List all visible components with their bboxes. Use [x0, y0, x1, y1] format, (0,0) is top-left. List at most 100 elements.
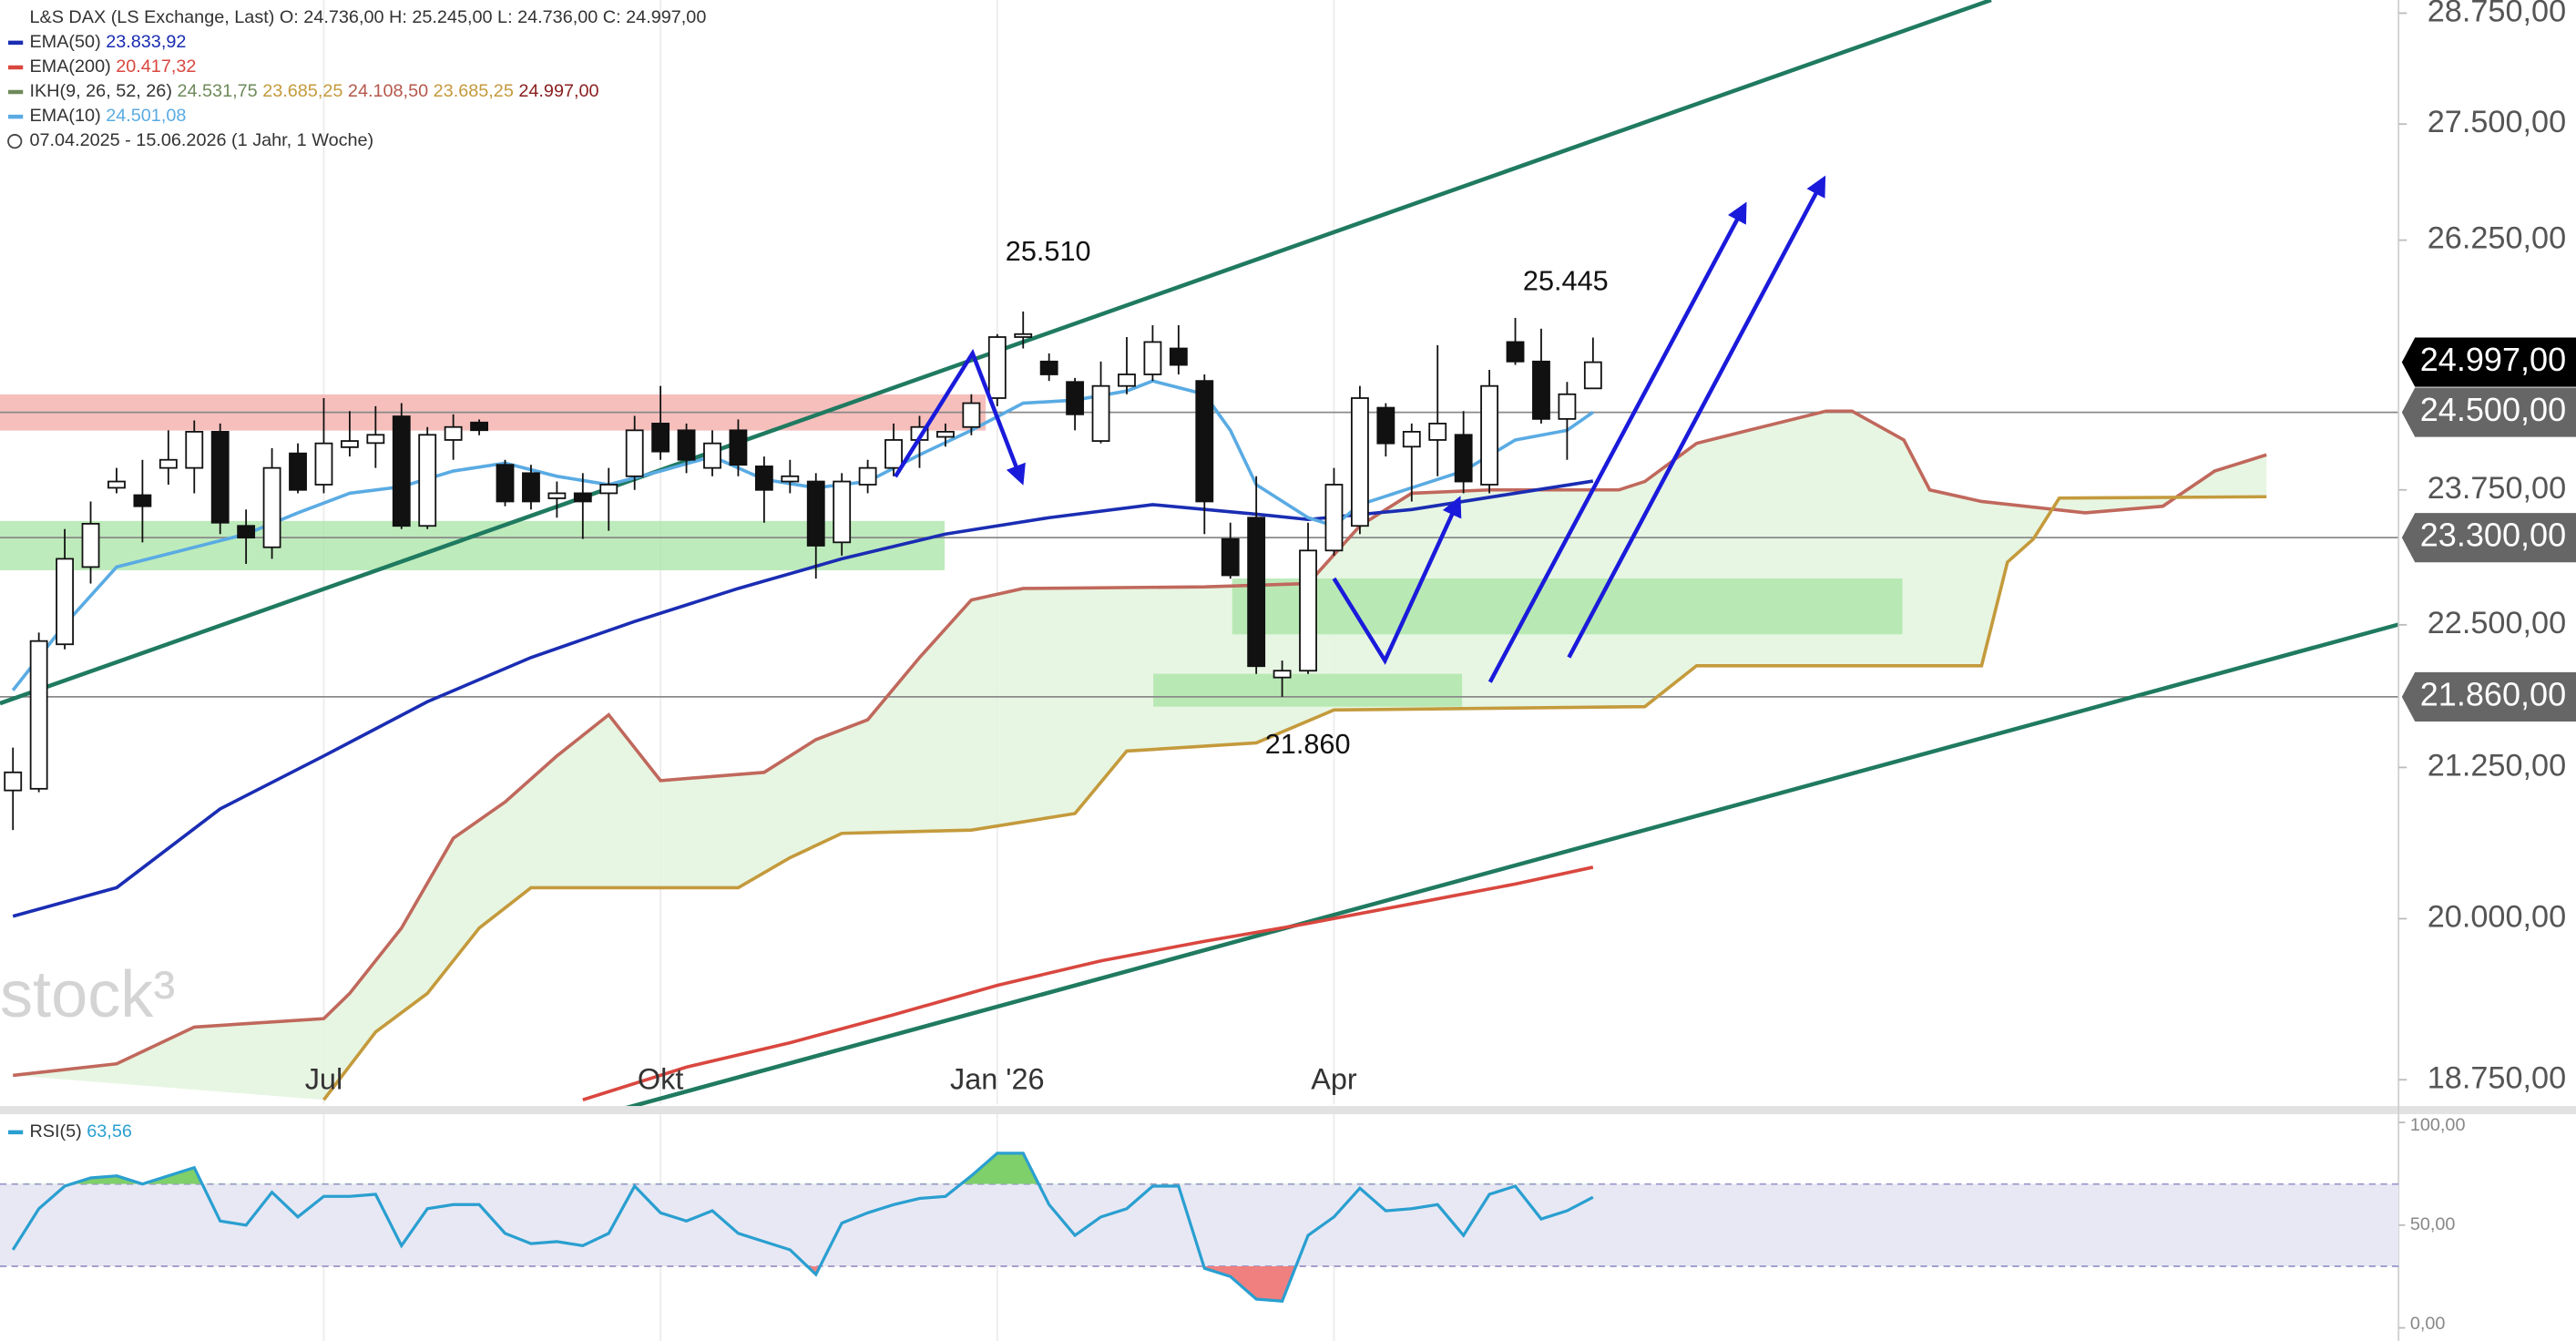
legend-title: L&S DAX (LS Exchange, Last) O: 24.736,00…	[29, 7, 706, 27]
y-tick-label: 26.250,00	[2428, 221, 2566, 256]
legend-entry: IKH(9, 26, 52, 26) 24.531,75 23.685,25 2…	[29, 81, 598, 101]
price-marker	[2401, 337, 2576, 387]
candle-body	[599, 484, 618, 495]
channel-lower	[620, 622, 2399, 1111]
y-tick-label: 23.750,00	[2428, 471, 2566, 506]
candle-body	[1428, 423, 1447, 441]
legend-entry: RSI(5) 63,56	[29, 1121, 131, 1141]
y-tick-label: 18.750,00	[2428, 1060, 2566, 1095]
legend-value: 24.501,08	[106, 106, 186, 126]
legend-name: EMA(10)	[29, 106, 100, 126]
candle-body	[366, 434, 385, 445]
legend-name: EMA(200)	[29, 56, 110, 77]
candle-body	[987, 336, 1007, 399]
candle-body	[1014, 333, 1033, 338]
panel-separator	[0, 1106, 2576, 1115]
candle-body	[1195, 380, 1214, 503]
overbought-fill	[13, 1152, 1593, 1184]
legend-entry: EMA(200) 20.417,32	[29, 56, 196, 77]
candle-body	[1039, 360, 1058, 375]
rsi-panel: 100,00 50,00 0,00	[0, 1115, 2465, 1334]
candle-body	[962, 402, 981, 428]
candle-body	[314, 442, 333, 486]
candle-body	[547, 492, 567, 499]
support-zone	[1153, 673, 1463, 707]
candle-body	[133, 494, 152, 507]
watermark: stock³	[0, 958, 175, 1031]
oversold-fill	[13, 1265, 1593, 1302]
candle-body	[677, 429, 696, 461]
annotations: 25.510 25.445 21.860	[1006, 236, 1609, 760]
y-tick-label: 22.500,00	[2428, 606, 2566, 640]
y-tick-label: 28.750,00	[2428, 0, 2566, 28]
line-series	[322, 495, 2267, 1101]
candle-body	[781, 475, 800, 483]
candle-body	[158, 458, 178, 469]
candle-body	[81, 523, 100, 568]
legend-value: 23.685,25	[262, 81, 342, 101]
y-tick-label: 21.250,00	[2428, 748, 2566, 783]
x-tick-label: Jul	[305, 1063, 342, 1096]
legend-value: 20.417,32	[116, 56, 196, 77]
y-tick-label: 50,00	[2410, 1214, 2456, 1234]
candle-body	[703, 442, 721, 469]
candle-body	[1247, 517, 1266, 668]
legend-name: EMA(50)	[29, 32, 100, 52]
candle-body	[573, 492, 592, 503]
legend: L&S DAX (LS Exchange, Last) O: 24.736,00…	[7, 7, 706, 1141]
candle-body	[1066, 381, 1085, 415]
period-range: 07.04.2025 - 15.06.2026	[29, 130, 226, 150]
y-tick-label: 20.000,00	[2428, 899, 2566, 934]
line-layer	[11, 379, 2267, 1101]
candle-body	[1454, 434, 1473, 483]
candle-body	[625, 429, 644, 477]
legend-value: 23.685,25	[434, 81, 514, 101]
candle-layer	[4, 311, 1602, 831]
candle-body	[806, 480, 825, 547]
y-tick-label: 27.500,00	[2428, 105, 2566, 139]
ohlc: O: 24.736,00 H: 25.245,00 L: 24.736,00 C…	[280, 7, 706, 27]
candle-body	[1118, 374, 1136, 387]
candle-body	[651, 423, 670, 453]
candle-body	[185, 431, 204, 469]
candle-body	[56, 558, 75, 646]
arrows	[894, 175, 1826, 683]
period: 07.04.2025 - 15.06.2026 (1 Jahr, 1 Woche…	[29, 130, 373, 150]
candle-body	[522, 472, 540, 503]
annotation: 21.860	[1265, 729, 1351, 760]
candle-body	[1273, 670, 1292, 679]
candle-body	[1376, 406, 1395, 445]
legend-value: 24.531,75	[177, 81, 257, 101]
candle-body	[1143, 341, 1162, 375]
candle-body	[1169, 347, 1188, 366]
candle-body	[1091, 384, 1110, 442]
candle-body	[1480, 384, 1499, 486]
line-series	[582, 865, 1594, 1101]
support-zone	[0, 520, 946, 570]
clock-icon	[7, 134, 23, 149]
support-zone	[1232, 578, 1903, 635]
candle-body	[1221, 537, 1240, 577]
price-marker-label: 23.300,00	[2420, 517, 2566, 554]
legend-name: IKH(9, 26, 52, 26)	[29, 81, 172, 101]
y-tick-label: 100,00	[2410, 1115, 2466, 1135]
legend-entry: EMA(50) 23.833,92	[29, 32, 186, 52]
candle-body	[107, 480, 126, 489]
price-marker	[2401, 671, 2576, 722]
candle-body	[1558, 393, 1577, 420]
legend-value: 23.833,92	[106, 32, 186, 52]
legend-name: RSI(5)	[29, 1121, 81, 1141]
candle-body	[470, 421, 488, 432]
legend-value: 24.108,50	[348, 81, 428, 101]
candle-body	[754, 466, 773, 491]
candle-body	[884, 439, 903, 469]
candle-body	[1506, 341, 1525, 363]
candle-body	[858, 466, 877, 486]
arrow	[894, 348, 1026, 486]
arrow	[1567, 175, 1826, 659]
arrow	[1332, 496, 1462, 665]
period-note: (1 Jahr, 1 Woche)	[231, 130, 373, 150]
annotation: 25.510	[1006, 236, 1091, 267]
x-tick-label: Okt	[638, 1063, 683, 1096]
